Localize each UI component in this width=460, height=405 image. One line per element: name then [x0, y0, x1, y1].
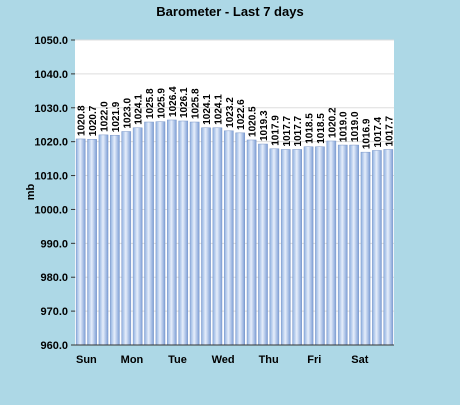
- y-tick-label: 1040.0: [34, 69, 68, 81]
- bar: [337, 144, 348, 346]
- bar-value-label: 1025.8: [191, 88, 202, 119]
- y-tick-label: 980.0: [40, 272, 68, 284]
- bar: [269, 148, 280, 346]
- bar-value-label: 1021.9: [111, 101, 122, 132]
- bar: [315, 146, 325, 346]
- bar: [246, 139, 257, 346]
- y-tick-label: 1020.0: [34, 137, 68, 149]
- bar: [223, 130, 234, 346]
- bar: [189, 121, 200, 346]
- bar-value-label: 1026.1: [179, 87, 190, 118]
- bar-value-label: 1017.4: [373, 116, 384, 147]
- bar: [98, 134, 109, 346]
- bar-value-label: 1017.9: [270, 115, 281, 146]
- bar-value-label: 1017.7: [293, 115, 304, 146]
- bar-value-label: 1017.7: [282, 115, 293, 146]
- y-tick-label: 990.0: [40, 238, 68, 250]
- x-tick-label: Sun: [76, 354, 97, 366]
- bar: [235, 132, 246, 346]
- bar-value-label: 1019.0: [350, 111, 361, 142]
- x-tick-label: Fri: [307, 354, 321, 366]
- bar: [178, 120, 189, 346]
- y-tick-label: 1050.0: [34, 35, 68, 47]
- bar-value-label: 1026.4: [168, 86, 179, 117]
- x-tick-label: Wed: [212, 354, 235, 366]
- bar-value-label: 1025.8: [145, 88, 156, 119]
- bar: [87, 139, 97, 346]
- bar-value-label: 1022.0: [99, 101, 110, 132]
- bar-value-label: 1020.7: [88, 105, 99, 136]
- bar: [303, 146, 314, 346]
- bar: [349, 144, 359, 346]
- bar-value-label: 1024.1: [213, 94, 224, 125]
- x-tick-label: Tue: [168, 354, 187, 366]
- bar-value-label: 1020.2: [327, 107, 338, 138]
- bar: [155, 121, 166, 346]
- bar: [212, 127, 223, 346]
- bar: [326, 140, 337, 346]
- x-tick-label: Sat: [351, 354, 368, 366]
- bar: [292, 149, 302, 346]
- bar: [144, 121, 154, 346]
- bar: [121, 131, 132, 346]
- x-tick-label: Thu: [259, 354, 279, 366]
- bar-value-label: 1016.9: [362, 118, 373, 149]
- value-labels: 1020.8 1020.7 1022.0 1021.9 1023.0 1024.1 1025…: [77, 86, 396, 149]
- bar-value-label: 1024.1: [134, 94, 145, 125]
- bar-value-label: 1025.9: [156, 88, 167, 119]
- bar-value-label: 1024.1: [202, 94, 213, 125]
- bar: [372, 150, 382, 346]
- y-axis-label: mb: [25, 183, 37, 200]
- bar: [383, 149, 394, 346]
- bar-value-label: 1020.5: [248, 106, 259, 137]
- x-tick-label: Mon: [121, 354, 144, 366]
- bar-value-label: 1019.3: [259, 110, 270, 141]
- y-axis-ticks: 960.0 970.0 980.0 990.0 1000.0 1010.0 1020.0 10…: [34, 35, 75, 352]
- y-tick-label: 1030.0: [34, 103, 68, 115]
- bar-value-label: 1018.5: [305, 113, 316, 144]
- bar: [280, 149, 291, 346]
- bar: [75, 138, 86, 346]
- y-tick-label: 1010.0: [34, 171, 68, 183]
- y-tick-label: 960.0: [40, 340, 68, 352]
- bar-value-label: 1019.0: [339, 111, 350, 142]
- x-axis-day-labels: Sun Mon Tue Wed Thu Fri Sat: [76, 354, 369, 366]
- bar: [132, 127, 143, 346]
- bar-value-label: 1023.0: [122, 97, 133, 128]
- chart-title: Barometer - Last 7 days: [156, 4, 303, 19]
- bar-value-label: 1022.6: [236, 99, 247, 130]
- bar: [167, 119, 177, 346]
- y-tick-label: 970.0: [40, 306, 68, 318]
- bar-value-label: 1017.7: [384, 115, 395, 146]
- bar: [360, 151, 371, 346]
- bar: [201, 127, 211, 346]
- bar-value-label: 1023.2: [225, 97, 236, 128]
- bar: [258, 143, 268, 346]
- y-tick-label: 1000.0: [34, 204, 68, 216]
- bar-value-label: 1018.5: [316, 113, 327, 144]
- bar-value-label: 1020.8: [77, 105, 88, 136]
- bar: [110, 134, 120, 346]
